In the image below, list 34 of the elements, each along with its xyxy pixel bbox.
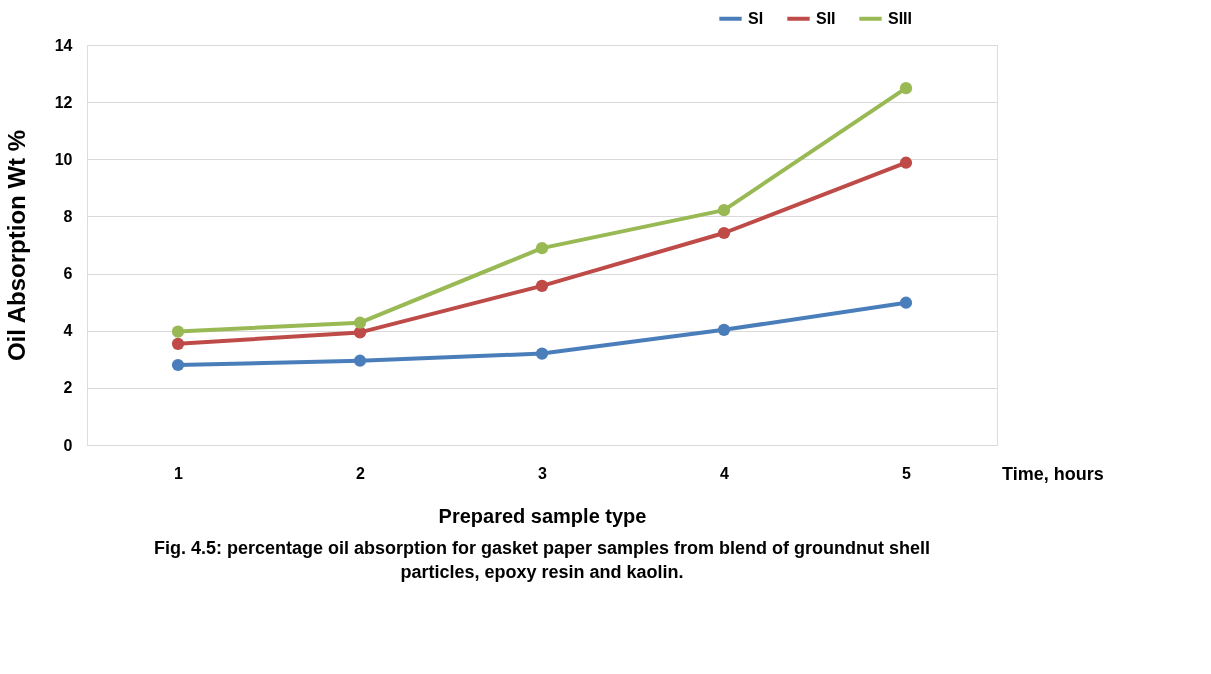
legend-label: SII — [816, 9, 836, 27]
y-tick-label: 2 — [63, 379, 73, 397]
point — [717, 226, 731, 240]
point — [171, 337, 185, 350]
x-tick-label: 3 — [538, 464, 548, 482]
caption: Fig. 4.5: percentage oil absorption for gasket paper samples from blend of groundnut shell particles, epoxy resin and kaolin. — [153, 538, 931, 582]
point — [535, 242, 549, 255]
x-tick-label: 1 — [174, 464, 184, 482]
y-tick-label: 12 — [54, 93, 73, 111]
y-tick-label: 6 — [63, 265, 73, 283]
y-tick-label: 8 — [63, 207, 73, 225]
point — [899, 156, 913, 169]
point — [717, 323, 731, 336]
y-tick-label: 14 — [54, 36, 73, 54]
x-tick-label: 5 — [902, 464, 912, 482]
point — [171, 358, 185, 372]
y-tick-label: 0 — [63, 436, 73, 454]
point — [899, 82, 913, 95]
text: Time, hours — [1002, 464, 1104, 484]
y-tick-label: 10 — [54, 150, 73, 168]
x-tick-label: 4 — [720, 464, 730, 482]
point — [717, 204, 731, 217]
point — [353, 316, 367, 329]
point — [535, 279, 549, 292]
legend-label: SIII — [888, 9, 913, 27]
point — [353, 354, 367, 367]
y-tick-label: 4 — [63, 322, 73, 340]
y-axis-title: Oil Absorption Wt % — [2, 129, 30, 362]
legend-label: SI — [748, 9, 764, 27]
point — [535, 347, 549, 360]
x-axis-title: Prepared sample type — [438, 504, 647, 527]
x-tick-label: 2 — [356, 464, 366, 482]
point — [171, 325, 185, 338]
point — [899, 296, 913, 309]
